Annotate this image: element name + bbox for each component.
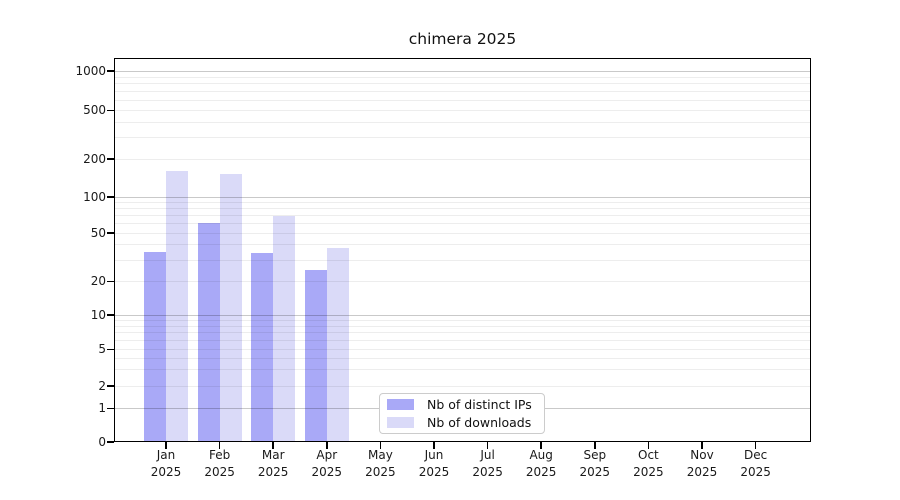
x-tick-mark xyxy=(486,442,489,449)
major-gridline xyxy=(115,314,810,316)
x-tick-mark xyxy=(272,442,274,449)
x-tick-mark xyxy=(379,442,382,449)
legend: Nb of distinct IPs Nb of downloads xyxy=(379,393,545,434)
x-tick-mark xyxy=(701,442,703,449)
x-tick-mark xyxy=(540,442,542,449)
y-tick-label: 500 xyxy=(83,103,106,117)
x-tick-label: Sep 2025 xyxy=(579,448,611,479)
minor-gridline xyxy=(115,369,810,371)
y-tick-label: 10 xyxy=(90,307,106,322)
minor-gridline xyxy=(115,76,810,78)
y-tick-label: 200 xyxy=(83,151,106,166)
x-tick-label: Feb 2025 xyxy=(204,448,235,479)
minor-gridline xyxy=(115,90,810,92)
x-tick-label: Aug 2025 xyxy=(525,448,557,479)
y-tick-label: 20 xyxy=(90,274,106,288)
legend-swatch-distinct-ips xyxy=(387,399,414,410)
minor-gridline xyxy=(115,215,810,217)
y-tick-mark xyxy=(107,314,114,316)
x-tick-mark xyxy=(433,442,435,449)
legend-item-downloads: Nb of downloads xyxy=(387,415,544,430)
minor-gridline xyxy=(115,281,810,282)
y-tick-label: 1 xyxy=(98,401,106,415)
legend-label-downloads: Nb of downloads xyxy=(427,415,532,430)
minor-gridline xyxy=(115,110,810,111)
minor-gridline xyxy=(115,357,810,359)
y-tick-mark xyxy=(107,158,114,160)
minor-gridline xyxy=(115,137,810,139)
bar-downloads xyxy=(273,216,296,442)
minor-gridline xyxy=(115,319,810,321)
minor-gridline xyxy=(115,244,810,246)
y-tick-mark xyxy=(107,280,114,283)
legend-label-distinct-ips: Nb of distinct IPs xyxy=(427,397,532,412)
y-tick-mark xyxy=(107,196,114,198)
legend-swatch-downloads xyxy=(387,417,414,428)
x-tick-mark xyxy=(326,442,328,449)
major-gridline xyxy=(115,196,810,198)
minor-gridline xyxy=(115,83,810,85)
x-tick-label: Jun 2025 xyxy=(418,448,450,479)
y-tick-mark xyxy=(107,232,114,234)
minor-gridline xyxy=(115,259,810,261)
y-tick-mark xyxy=(107,441,114,443)
x-tick-label: Nov 2025 xyxy=(686,448,718,479)
bar-downloads xyxy=(166,171,188,442)
y-tick-mark xyxy=(107,109,114,112)
minor-gridline xyxy=(115,208,810,210)
x-tick-label: Dec 2025 xyxy=(740,448,771,479)
x-tick-mark xyxy=(165,442,167,449)
minor-gridline xyxy=(115,158,810,160)
minor-gridline xyxy=(115,201,810,203)
x-tick-label: Jul 2025 xyxy=(472,448,503,479)
bar-downloads xyxy=(219,174,242,442)
bar-distinct-ips xyxy=(144,251,166,442)
x-tick-label: Jan 2025 xyxy=(150,448,182,479)
minor-gridline xyxy=(115,339,810,341)
x-tick-label: Mar 2025 xyxy=(257,448,289,479)
x-tick-mark xyxy=(594,442,596,449)
y-tick-label: 2 xyxy=(98,378,106,393)
minor-gridline xyxy=(115,332,810,334)
minor-gridline xyxy=(115,232,810,234)
major-gridline xyxy=(115,70,810,72)
y-tick-label: 50 xyxy=(90,225,106,240)
y-tick-label: 1000 xyxy=(75,63,106,78)
minor-gridline xyxy=(115,385,810,387)
minor-gridline xyxy=(115,121,810,123)
y-tick-mark xyxy=(107,70,114,72)
minor-gridline xyxy=(115,349,810,350)
x-tick-mark xyxy=(218,442,221,449)
x-tick-mark xyxy=(647,442,650,449)
chart-title: chimera 2025 xyxy=(408,30,517,48)
y-tick-label: 100 xyxy=(83,189,106,204)
minor-gridline xyxy=(115,223,810,225)
bar-distinct-ips xyxy=(197,222,220,442)
bar-downloads xyxy=(326,247,349,442)
x-tick-label: Apr 2025 xyxy=(311,448,343,479)
x-tick-mark xyxy=(754,442,757,449)
y-tick-mark xyxy=(107,385,114,387)
y-tick-label: 5 xyxy=(98,342,106,356)
y-tick-label: 0 xyxy=(98,434,106,449)
bar-distinct-ips xyxy=(304,269,327,442)
minor-gridline xyxy=(115,99,810,101)
x-tick-label: May 2025 xyxy=(365,448,396,479)
y-tick-mark xyxy=(107,348,114,351)
y-tick-mark xyxy=(107,407,114,410)
bar-distinct-ips xyxy=(251,253,274,442)
minor-gridline xyxy=(115,325,810,327)
x-tick-label: Oct 2025 xyxy=(633,448,664,479)
legend-item-distinct-ips: Nb of distinct IPs xyxy=(387,397,544,412)
